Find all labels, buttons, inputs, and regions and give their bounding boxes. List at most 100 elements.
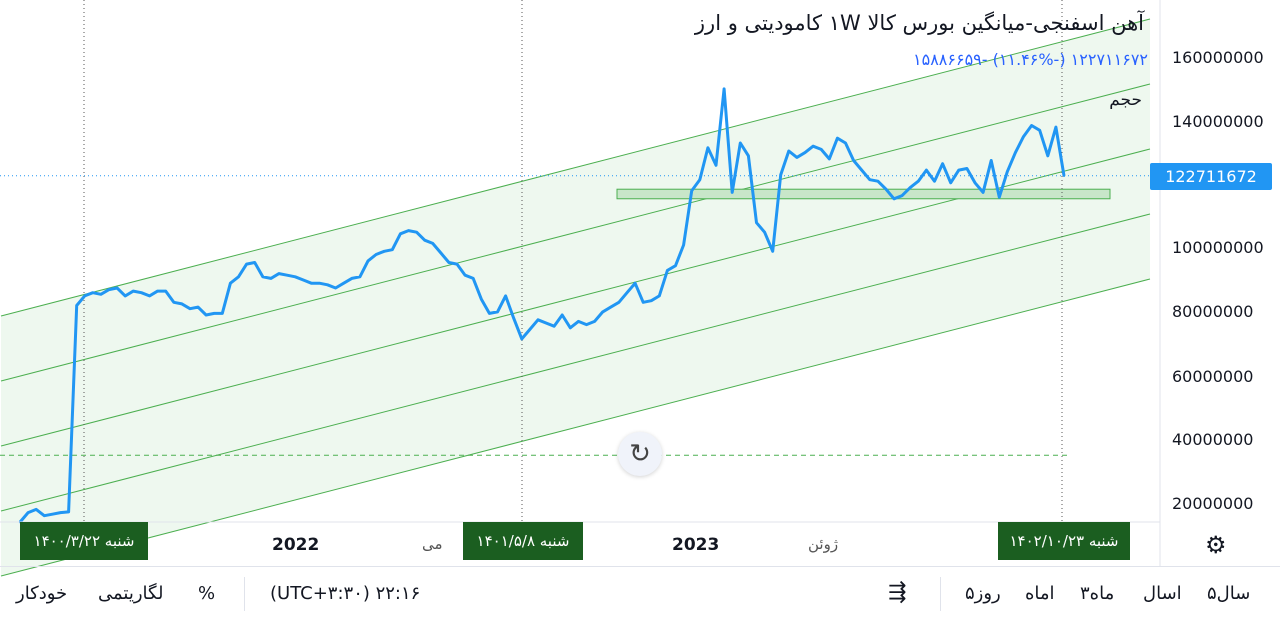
reset-icon[interactable]: ↻ — [618, 432, 662, 476]
data-point — [828, 157, 831, 161]
range-5d-button[interactable]: ۵روز — [965, 583, 1001, 604]
x-tick-label: 2023 — [672, 535, 720, 555]
data-point — [374, 253, 378, 256]
data-point — [925, 168, 928, 172]
toolbar-divider — [940, 577, 941, 611]
data-point — [577, 320, 580, 323]
data-point — [431, 242, 434, 245]
data-point — [124, 294, 127, 298]
gear-icon[interactable]: ⚙ — [1205, 531, 1227, 559]
data-point — [803, 151, 807, 154]
data-point — [269, 277, 273, 280]
data-point — [981, 191, 985, 194]
data-point — [366, 259, 370, 263]
data-point — [196, 305, 200, 309]
bottom-toolbar: خودکار لگاریتمی % (UTC+۳:۳۰) ۲۲:۱۶ ⇶ ۵رو… — [0, 566, 1280, 624]
data-point — [593, 320, 596, 323]
date-badge: شنبه ۱۴۰۰/۳/۲۲ — [20, 522, 148, 560]
data-point — [868, 178, 871, 181]
data-point — [1030, 124, 1033, 127]
y-tick-label: 160000000 — [1172, 48, 1264, 67]
data-point — [852, 159, 855, 162]
data-point — [67, 510, 70, 514]
timezone-button[interactable]: (UTC+۳:۳۰) ۲۲:۱۶ — [270, 583, 421, 604]
data-point — [1062, 174, 1066, 177]
data-point — [221, 312, 224, 315]
data-point — [261, 275, 264, 278]
log-scale-button[interactable]: لگاریتمی — [98, 583, 164, 604]
data-point — [909, 186, 912, 189]
percent-scale-button[interactable]: % — [198, 583, 216, 604]
data-point — [771, 250, 774, 253]
data-point — [682, 243, 685, 247]
date-badge: شنبه ۱۴۰۲/۱۰/۲۳ — [998, 522, 1130, 560]
data-point — [544, 321, 548, 325]
range-5y-button[interactable]: ۵سال — [1207, 583, 1251, 604]
price-series-line — [18, 87, 1066, 524]
data-point — [148, 294, 151, 298]
data-point — [423, 239, 426, 242]
y-tick-label: 60000000 — [1172, 367, 1254, 386]
data-point — [561, 313, 564, 317]
data-point — [472, 277, 475, 280]
data-point — [318, 282, 321, 285]
data-point — [140, 291, 143, 294]
data-point — [892, 197, 896, 200]
data-point — [520, 337, 523, 341]
data-point — [455, 262, 459, 266]
range-1y-button[interactable]: اسال — [1143, 583, 1182, 604]
range-3m-button[interactable]: ۳ماه — [1080, 583, 1115, 604]
y-tick-label: 20000000 — [1172, 494, 1254, 513]
data-point — [334, 286, 337, 290]
data-point — [787, 149, 790, 153]
data-point — [698, 178, 701, 181]
data-point — [536, 318, 540, 321]
data-point — [973, 181, 977, 184]
data-point — [642, 301, 645, 304]
data-point — [504, 294, 507, 298]
data-point — [528, 328, 532, 331]
data-point — [43, 514, 46, 517]
data-point — [342, 282, 345, 285]
data-point — [439, 251, 442, 255]
data-point — [666, 269, 669, 272]
data-point — [658, 294, 661, 298]
data-point — [237, 275, 240, 278]
data-point — [59, 511, 62, 514]
calendar-compare-icon[interactable]: ⇶ — [888, 580, 907, 605]
data-point — [294, 275, 297, 278]
data-point — [650, 299, 653, 302]
data-point — [957, 168, 960, 172]
data-point — [302, 278, 305, 282]
y-tick-label: 140000000 — [1172, 112, 1264, 131]
data-point — [876, 180, 880, 183]
channel-line — [0, 18, 1151, 317]
y-tick-label: 80000000 — [1172, 302, 1254, 321]
data-point — [447, 261, 451, 264]
date-badge: شنبه ۱۴۰۱/۵/۸ — [463, 522, 583, 560]
data-point — [51, 513, 54, 516]
y-tick-label: 40000000 — [1172, 430, 1254, 449]
data-point — [941, 162, 944, 165]
data-point — [188, 307, 192, 310]
data-point — [391, 248, 394, 251]
data-point — [310, 282, 313, 285]
data-point — [1022, 135, 1025, 138]
toolbar-divider — [244, 577, 245, 611]
data-point — [601, 310, 604, 314]
data-point — [204, 313, 208, 317]
data-point — [156, 289, 159, 293]
data-point — [625, 291, 629, 294]
x-tick-label: می — [422, 535, 443, 553]
data-point — [998, 196, 1001, 199]
channel-line — [0, 83, 1151, 382]
data-point — [860, 168, 863, 172]
data-point — [965, 167, 969, 170]
data-point — [358, 275, 362, 278]
volume-label[interactable]: حجم — [1109, 90, 1142, 110]
range-1m-button[interactable]: اماه — [1025, 583, 1055, 604]
auto-scale-button[interactable]: خودکار — [16, 583, 68, 604]
data-point — [164, 289, 167, 293]
data-point — [739, 141, 742, 145]
